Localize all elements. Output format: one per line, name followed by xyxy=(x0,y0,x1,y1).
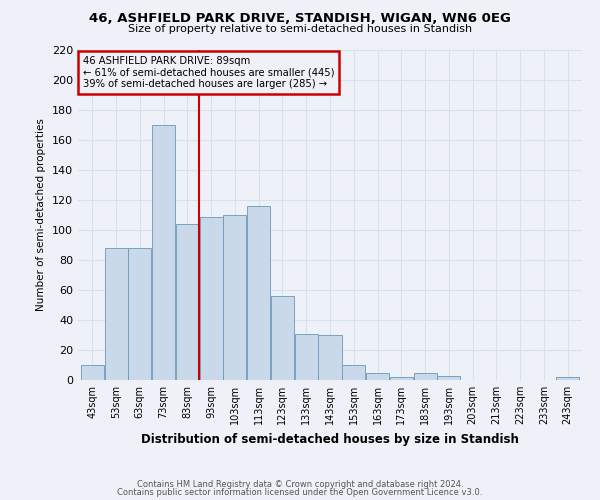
Bar xyxy=(556,377,579,380)
Bar xyxy=(366,372,389,380)
Bar xyxy=(200,216,223,380)
Bar xyxy=(295,334,318,380)
Bar xyxy=(128,248,151,380)
Bar xyxy=(413,372,437,380)
Bar xyxy=(104,248,128,380)
X-axis label: Distribution of semi-detached houses by size in Standish: Distribution of semi-detached houses by … xyxy=(141,432,519,446)
Text: Contains public sector information licensed under the Open Government Licence v3: Contains public sector information licen… xyxy=(118,488,482,497)
Bar xyxy=(223,215,247,380)
Bar xyxy=(81,365,104,380)
Bar xyxy=(390,377,413,380)
Bar xyxy=(437,376,460,380)
Text: Contains HM Land Registry data © Crown copyright and database right 2024.: Contains HM Land Registry data © Crown c… xyxy=(137,480,463,489)
Y-axis label: Number of semi-detached properties: Number of semi-detached properties xyxy=(37,118,46,312)
Bar xyxy=(152,125,175,380)
Bar xyxy=(247,206,270,380)
Text: 46 ASHFIELD PARK DRIVE: 89sqm
← 61% of semi-detached houses are smaller (445)
39: 46 ASHFIELD PARK DRIVE: 89sqm ← 61% of s… xyxy=(83,56,334,89)
Text: 46, ASHFIELD PARK DRIVE, STANDISH, WIGAN, WN6 0EG: 46, ASHFIELD PARK DRIVE, STANDISH, WIGAN… xyxy=(89,12,511,26)
Bar xyxy=(342,365,365,380)
Text: Size of property relative to semi-detached houses in Standish: Size of property relative to semi-detach… xyxy=(128,24,472,34)
Bar xyxy=(176,224,199,380)
Bar xyxy=(319,335,341,380)
Bar xyxy=(271,296,294,380)
